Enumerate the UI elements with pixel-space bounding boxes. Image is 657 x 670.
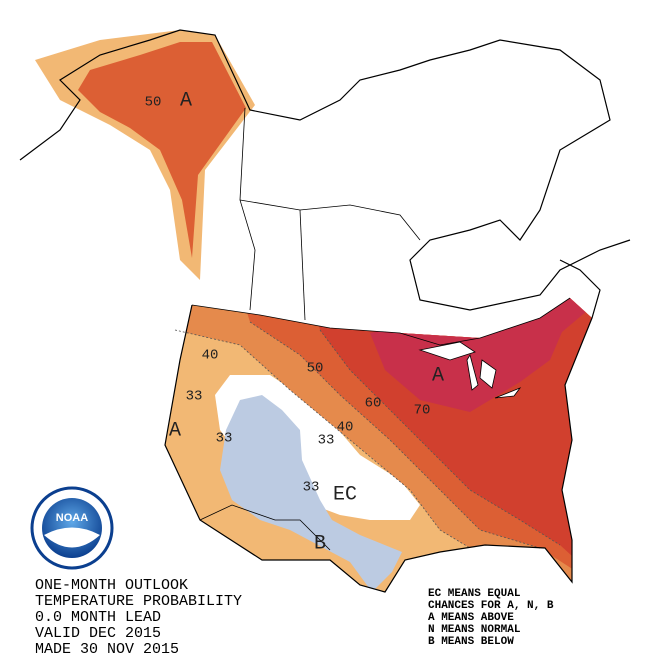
- title-line: TEMPERATURE PROBABILITY: [35, 593, 242, 610]
- canada-border-west: [239, 107, 256, 311]
- title-line: VALID DEC 2015: [35, 625, 161, 642]
- map-label: A: [180, 89, 192, 112]
- map-label: EC: [333, 483, 357, 506]
- us-canada-border: [191, 297, 571, 346]
- below-region: [220, 395, 402, 592]
- legend-line: B MEANS BELOW: [428, 636, 514, 648]
- map-label: A: [432, 364, 444, 387]
- map-label: 40: [337, 420, 354, 436]
- contour-40: [174, 329, 471, 549]
- great-lakes: [418, 341, 522, 399]
- title-line: ONE-MONTH OUTLOOK: [35, 577, 188, 594]
- title-line: 0.0 MONTH LEAD: [35, 609, 161, 626]
- canada-coast: [19, 29, 631, 311]
- map-label: 33: [318, 433, 335, 449]
- legend-line: A MEANS ABOVE: [428, 612, 514, 624]
- map-label: 70: [414, 403, 431, 419]
- legend-line: EC MEANS EQUAL: [428, 588, 521, 600]
- map-label: 60: [365, 396, 382, 412]
- title-line: MADE 30 NOV 2015: [35, 641, 179, 658]
- noaa-logo: NOAA: [30, 486, 114, 570]
- contour-60: [319, 329, 561, 546]
- map-label: 50: [307, 361, 324, 377]
- map-label: 40: [202, 348, 219, 364]
- alaska-band-50: [78, 42, 246, 258]
- map-label: 33: [303, 480, 320, 496]
- map-label: A: [169, 419, 181, 442]
- conus-coast: [164, 259, 601, 593]
- us-mexico-border: [199, 504, 331, 551]
- map-label: 33: [216, 431, 233, 447]
- map-label: 33: [186, 389, 203, 405]
- map-label: B: [314, 532, 326, 555]
- map-label: 50: [145, 95, 162, 111]
- legend-line: CHANCES FOR A, N, B: [428, 600, 554, 612]
- logo-text: NOAA: [56, 512, 88, 524]
- conus-shading: [165, 298, 592, 592]
- legend-line: N MEANS NORMAL: [428, 624, 521, 636]
- canada-provinces: [239, 199, 421, 241]
- province-lines: [299, 209, 306, 321]
